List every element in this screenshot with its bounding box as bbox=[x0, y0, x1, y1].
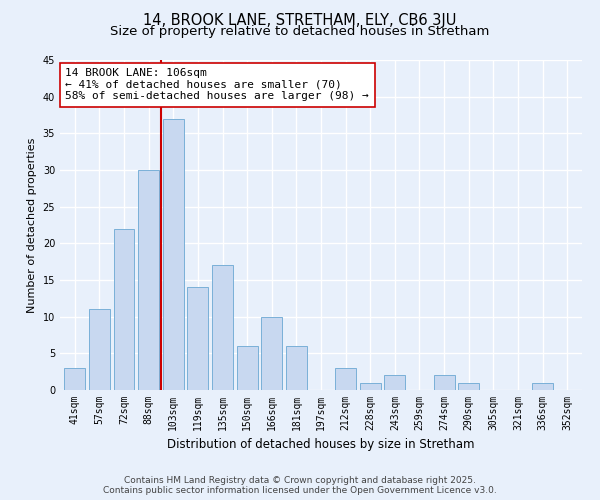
Bar bbox=[89, 310, 110, 390]
Bar bbox=[64, 368, 85, 390]
Bar bbox=[212, 266, 233, 390]
Y-axis label: Number of detached properties: Number of detached properties bbox=[27, 138, 37, 312]
Bar bbox=[434, 376, 455, 390]
Bar bbox=[138, 170, 159, 390]
X-axis label: Distribution of detached houses by size in Stretham: Distribution of detached houses by size … bbox=[167, 438, 475, 452]
Bar bbox=[458, 382, 479, 390]
Bar bbox=[532, 382, 553, 390]
Bar bbox=[261, 316, 282, 390]
Bar bbox=[360, 382, 381, 390]
Bar bbox=[236, 346, 257, 390]
Bar bbox=[286, 346, 307, 390]
Bar bbox=[187, 288, 208, 390]
Text: 14 BROOK LANE: 106sqm
← 41% of detached houses are smaller (70)
58% of semi-deta: 14 BROOK LANE: 106sqm ← 41% of detached … bbox=[65, 68, 369, 102]
Bar bbox=[163, 118, 184, 390]
Text: Size of property relative to detached houses in Stretham: Size of property relative to detached ho… bbox=[110, 25, 490, 38]
Text: Contains HM Land Registry data © Crown copyright and database right 2025.
Contai: Contains HM Land Registry data © Crown c… bbox=[103, 476, 497, 495]
Bar bbox=[335, 368, 356, 390]
Bar bbox=[385, 376, 406, 390]
Bar bbox=[113, 228, 134, 390]
Text: 14, BROOK LANE, STRETHAM, ELY, CB6 3JU: 14, BROOK LANE, STRETHAM, ELY, CB6 3JU bbox=[143, 12, 457, 28]
